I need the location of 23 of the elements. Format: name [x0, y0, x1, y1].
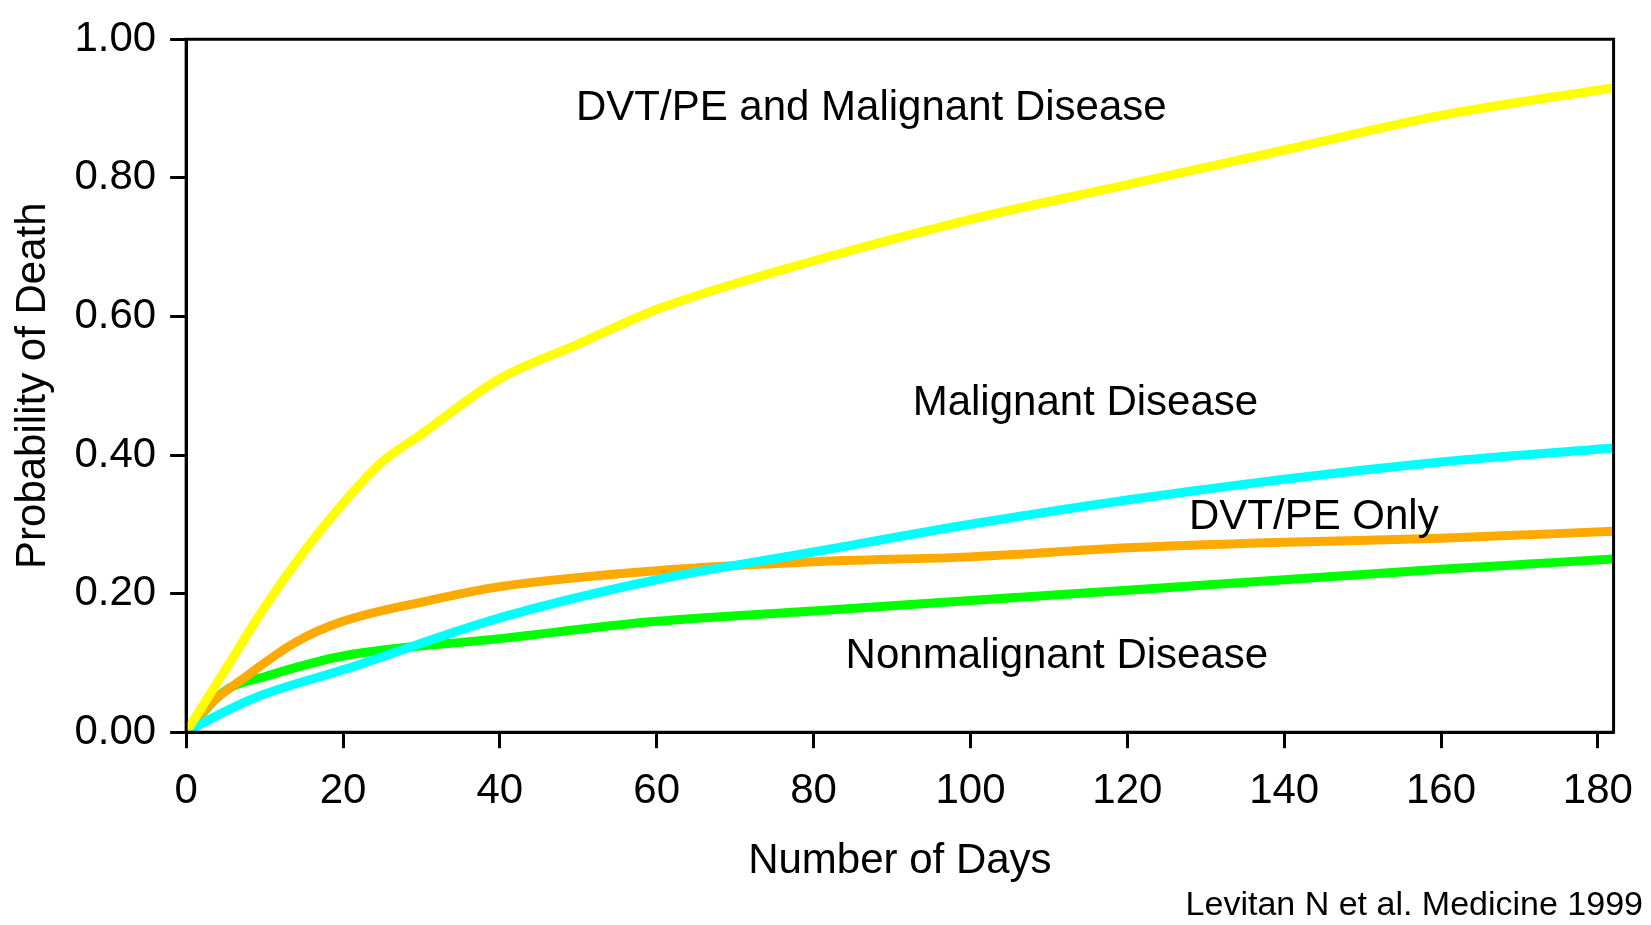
series-label: Malignant Disease [912, 376, 1259, 424]
y-tick-label: 0.00 [74, 705, 157, 753]
x-tick-label: 120 [1092, 764, 1163, 812]
y-tick-label: 0.80 [74, 151, 157, 199]
series-label: DVT/PE Only [1188, 490, 1439, 538]
x-tick-label: 160 [1406, 764, 1477, 812]
text: Levitan N et al. Medicine 1999 [1185, 884, 1643, 923]
x-tick-label: 140 [1249, 764, 1320, 812]
y-tick-label: 0.20 [74, 567, 157, 615]
x-tick-label: 60 [633, 764, 681, 812]
series-label: Nonmalignant Disease [845, 629, 1269, 677]
x-tick-label: 180 [1562, 764, 1633, 812]
series-label: DVT/PE and Malignant Disease [576, 82, 1167, 130]
x-tick-label: 20 [319, 764, 367, 812]
y-tick-label: 0.40 [74, 428, 157, 476]
x-tick-label: 0 [174, 764, 198, 812]
x-axis-title: Number of Days [748, 835, 1052, 883]
y-tick-label: 1.00 [74, 12, 157, 60]
x-tick-label: 80 [790, 764, 837, 812]
y-tick-label: 0.60 [74, 289, 157, 337]
y-axis-title: Probability of Death [6, 202, 54, 569]
x-tick-label: 100 [935, 764, 1006, 812]
x-tick-label: 40 [476, 764, 524, 812]
